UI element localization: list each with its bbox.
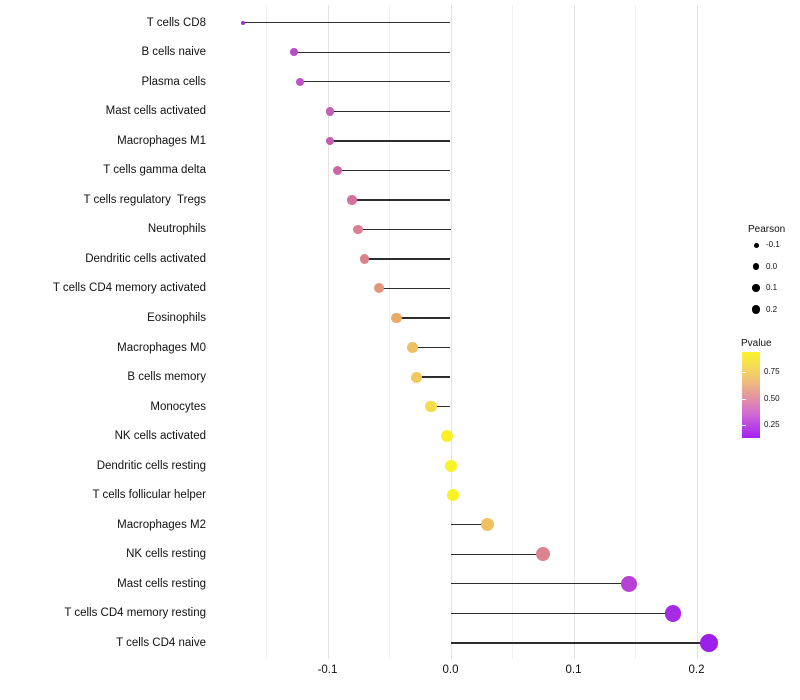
lollipop-stem bbox=[379, 287, 451, 290]
colorbar-tick-label: 0.75 bbox=[764, 367, 780, 376]
y-axis-label: Plasma cells bbox=[141, 75, 206, 88]
lollipop-stem bbox=[329, 140, 451, 142]
lollipop-stem bbox=[358, 228, 451, 231]
colorbar-tick-mark bbox=[742, 424, 746, 426]
gridline-major bbox=[573, 5, 575, 659]
lollipop-point bbox=[410, 371, 422, 383]
y-axis-label: T cells CD4 naive bbox=[116, 636, 206, 649]
lollipop-point bbox=[374, 283, 385, 294]
lollipop-point bbox=[446, 489, 460, 502]
y-axis-label: T cells CD4 memory resting bbox=[64, 607, 206, 620]
y-axis-label: Monocytes bbox=[150, 400, 206, 413]
lollipop-stem bbox=[450, 524, 488, 526]
lollipop-stem bbox=[450, 612, 674, 614]
lollipop-stem bbox=[430, 405, 451, 408]
y-axis-label: Neutrophils bbox=[147, 223, 206, 236]
colorbar-tick-mark bbox=[742, 398, 746, 400]
y-axis-label: B cells naive bbox=[141, 46, 206, 59]
y-axis-label: Dendritic cells resting bbox=[96, 459, 206, 472]
size-legend-key-label: 0.2 bbox=[766, 304, 778, 314]
lollipop-stem bbox=[364, 258, 451, 260]
x-axis-tick-label: 0.0 bbox=[442, 664, 459, 676]
lollipop-point bbox=[347, 195, 357, 205]
colorbar-tick-label: 0.25 bbox=[764, 419, 780, 429]
size-legend-key-dot bbox=[752, 263, 760, 270]
y-axis-label: NK cells resting bbox=[126, 548, 206, 561]
lollipop-point bbox=[391, 312, 402, 324]
gridline-major bbox=[327, 5, 329, 659]
y-axis-label: Dendritic cells activated bbox=[85, 252, 206, 265]
pvalue-colorbar bbox=[742, 352, 760, 438]
colorbar-tick-label: 0.50 bbox=[764, 393, 780, 403]
size-legend-key-label: -0.1 bbox=[766, 240, 780, 249]
y-axis-label: T cells regulatory Tregs bbox=[83, 193, 206, 206]
lollipop-stem bbox=[450, 553, 543, 555]
y-axis-label: Mast cells activated bbox=[105, 105, 206, 118]
color-legend-title: Pvalue bbox=[741, 338, 772, 349]
lollipop-point bbox=[325, 136, 335, 146]
y-axis-label: Macrophages M1 bbox=[117, 134, 206, 147]
lollipop-point bbox=[664, 605, 682, 622]
gridline-minor bbox=[512, 5, 513, 659]
lollipop-stem bbox=[412, 346, 451, 349]
lollipop-point bbox=[425, 400, 437, 413]
lollipop-stem bbox=[416, 376, 451, 378]
y-axis-label: T cells follicular helper bbox=[92, 489, 206, 502]
size-legend-key-label: 0.0 bbox=[766, 261, 778, 271]
lollipop-stem bbox=[294, 51, 451, 53]
lollipop-point bbox=[480, 518, 494, 532]
y-axis-label: Macrophages M0 bbox=[117, 341, 206, 354]
lollipop-point bbox=[332, 165, 342, 175]
size-legend-key-label: 0.1 bbox=[766, 283, 778, 292]
lollipop-stem bbox=[242, 22, 451, 24]
lollipop-point bbox=[296, 77, 305, 86]
size-legend-title: Pearson bbox=[748, 224, 786, 235]
y-axis-label: B cells memory bbox=[127, 371, 206, 384]
gridline-major bbox=[696, 5, 698, 659]
y-axis-label: NK cells activated bbox=[114, 430, 206, 443]
size-legend-key-dot bbox=[752, 284, 760, 292]
lollipop-point bbox=[353, 224, 364, 235]
lollipop-stem bbox=[329, 110, 451, 112]
lollipop-point bbox=[440, 430, 453, 443]
lollipop-point bbox=[535, 547, 550, 562]
colorbar-tick-mark bbox=[742, 372, 746, 373]
y-axis-label: Eosinophils bbox=[147, 312, 206, 324]
y-axis-label: T cells CD4 memory activated bbox=[52, 282, 206, 295]
size-legend-key-dot bbox=[753, 242, 759, 248]
lollipop-stem bbox=[337, 169, 451, 172]
lollipop-stem bbox=[450, 642, 709, 644]
size-legend-key-dot bbox=[751, 305, 761, 314]
lollipop-stem bbox=[352, 199, 451, 201]
lollipop-point bbox=[359, 254, 370, 264]
lollipop-point bbox=[290, 48, 299, 57]
lollipop-point bbox=[620, 575, 637, 592]
lollipop-point bbox=[700, 634, 718, 652]
lollipop-stem bbox=[396, 317, 451, 319]
x-axis-tick-label: -0.1 bbox=[317, 664, 338, 676]
x-axis-tick-label: 0.2 bbox=[688, 664, 705, 676]
lollipop-point bbox=[240, 20, 245, 25]
y-axis-label: Mast cells resting bbox=[117, 577, 206, 590]
lollipop-stem bbox=[300, 81, 451, 83]
gridline-minor bbox=[266, 5, 267, 659]
gridline-minor bbox=[635, 5, 636, 659]
x-axis-tick-label: 0.1 bbox=[565, 664, 582, 676]
gridline-minor bbox=[389, 5, 390, 659]
gridline-major bbox=[450, 5, 452, 659]
y-axis-label: T cells CD8 bbox=[146, 16, 206, 29]
y-axis-label: Macrophages M2 bbox=[117, 518, 206, 531]
lollipop-point bbox=[406, 342, 418, 353]
y-axis-label: T cells gamma delta bbox=[103, 164, 206, 177]
lollipop-point bbox=[444, 459, 457, 472]
lollipop-point bbox=[325, 106, 335, 116]
lollipop-stem bbox=[450, 583, 629, 585]
